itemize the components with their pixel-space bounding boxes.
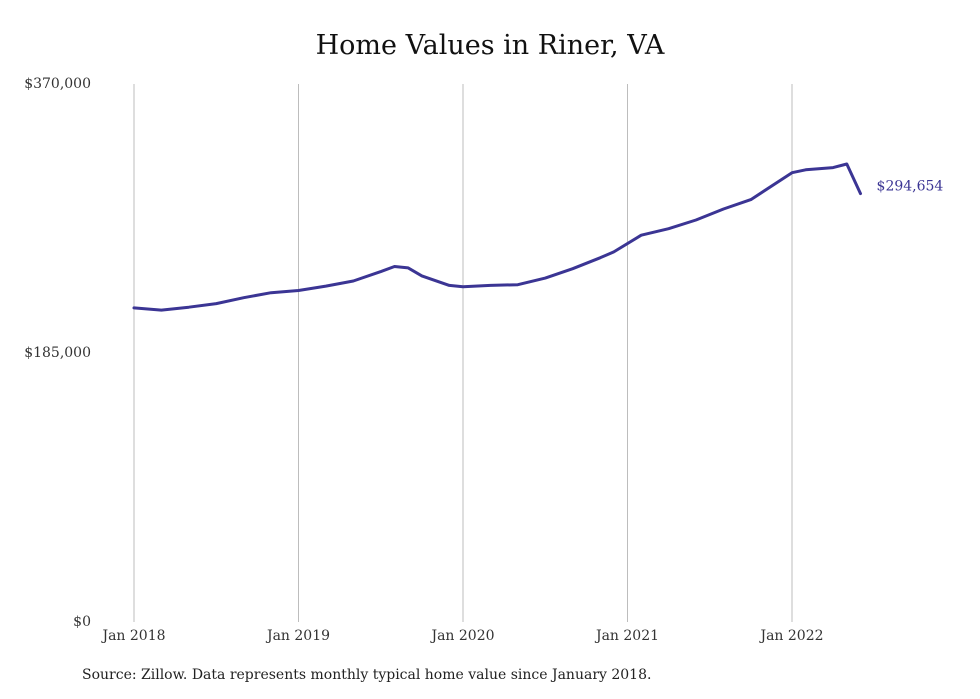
source-note: Source: Zillow. Data represents monthly … [82, 667, 652, 683]
y-tick-label: $0 [73, 614, 91, 630]
x-tick-label: Jan 2021 [594, 628, 659, 644]
end-value-label: $294,654 [877, 179, 944, 195]
x-tick-label: Jan 2022 [758, 628, 823, 644]
x-axis-ticks: Jan 2018 Jan 2019 Jan 2020 Jan 2021 Jan 2022 [100, 628, 823, 644]
chart-title: Home Values in Riner, VA [315, 30, 665, 61]
series-line [132, 162, 862, 312]
x-tick-label: Jan 2020 [429, 628, 494, 644]
data-labels: $294,654 [877, 179, 944, 195]
y-tick-label: $185,000 [24, 345, 91, 361]
x-tick-label: Jan 2019 [265, 628, 330, 644]
gridlines [133, 84, 793, 622]
series-group [132, 162, 862, 312]
y-tick-label: $370,000 [24, 76, 91, 92]
y-axis-ticks: $0 $185,000 $370,000 [24, 76, 91, 630]
x-tick-label: Jan 2018 [100, 628, 165, 644]
